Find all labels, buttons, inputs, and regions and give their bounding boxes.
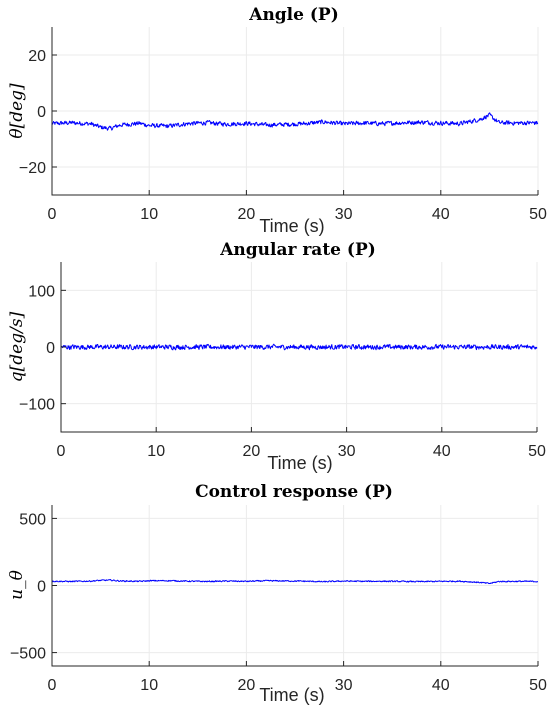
angular-rate-ytick-label: 100 xyxy=(28,283,55,300)
control-response-series-line xyxy=(51,579,538,585)
angle-ylabel: θ[deg] xyxy=(7,83,27,139)
control-response-xtick-label: 30 xyxy=(335,677,353,694)
angle-x-ticks: 0 10 20 30 40 50 xyxy=(48,190,547,223)
angular-rate-subplot: Angular rate (P) 0 10 20 30 40 50 100 0 −100 Ti… xyxy=(7,240,546,473)
angle-y-ticks: 20 0 −20 xyxy=(19,48,57,177)
control-response-xtick-label: 10 xyxy=(140,677,158,694)
angular-rate-xtick-label: 10 xyxy=(147,443,165,460)
control-response-xlabel: Time (s) xyxy=(259,685,324,705)
angular-rate-x-ticks: 0 10 20 30 40 50 xyxy=(57,427,546,460)
angle-xtick-label: 30 xyxy=(335,206,353,223)
control-response-subplot: Control response (P) 0 10 20 30 40 50 5000−50… xyxy=(7,482,547,705)
angular-rate-xtick-label: 30 xyxy=(338,443,356,460)
angle-xlabel: Time (s) xyxy=(259,216,324,236)
angular-rate-xtick-label: 20 xyxy=(243,443,261,460)
angular-rate-ytick-label: −100 xyxy=(19,397,55,414)
angular-rate-xtick-label: 50 xyxy=(528,443,546,460)
angle-ytick-label: 0 xyxy=(37,104,46,121)
angle-xtick-label: 0 xyxy=(48,206,57,223)
control-response-ytick-label: 0 xyxy=(37,579,46,596)
control-response-ylabel: u_θ xyxy=(7,570,27,600)
angular-rate-xtick-label: 40 xyxy=(433,443,451,460)
control-response-ytick-label: 500 xyxy=(19,511,46,528)
angle-xtick-label: 50 xyxy=(529,206,547,223)
angle-ytick-label: 20 xyxy=(28,48,46,65)
angular-rate-ytick-label: 0 xyxy=(46,340,55,357)
angle-xtick-label: 20 xyxy=(238,206,256,223)
angular-rate-series-line xyxy=(60,343,538,351)
angular-rate-xtick-label: 0 xyxy=(57,443,66,460)
angle-title: Angle (P) xyxy=(248,5,339,25)
control-response-xtick-label: 50 xyxy=(529,677,547,694)
angular-rate-ylabel: q[deg/s] xyxy=(7,311,27,382)
angular-rate-title: Angular rate (P) xyxy=(219,240,376,260)
angular-rate-xlabel: Time (s) xyxy=(267,453,332,473)
angle-xtick-label: 10 xyxy=(140,206,158,223)
control-response-xtick-label: 20 xyxy=(238,677,256,694)
angular-rate-y-ticks: 100 0 −100 xyxy=(19,283,66,414)
angle-subplot: Angle (P) 0 10 20 30 40 50 20 0 −20 Time (s) θ[… xyxy=(7,5,547,236)
control-response-y-ticks: 500 0 −500 xyxy=(10,511,57,663)
control-response-x-ticks: 0 10 20 30 40 50 xyxy=(48,661,547,694)
angle-xtick-label: 40 xyxy=(432,206,450,223)
control-response-trace-group xyxy=(51,579,538,585)
angle-series-line xyxy=(51,112,539,131)
angle-trace-group xyxy=(51,112,539,131)
angle-grid xyxy=(52,27,539,195)
angular-rate-trace-group xyxy=(60,343,538,351)
control-response-xtick-label: 40 xyxy=(432,677,450,694)
control-response-ytick-label: −500 xyxy=(10,646,46,663)
control-response-xtick-label: 0 xyxy=(48,677,57,694)
angle-ytick-label: −20 xyxy=(19,160,46,177)
control-response-grid xyxy=(52,505,539,666)
control-response-title: Control response (P) xyxy=(195,482,393,502)
